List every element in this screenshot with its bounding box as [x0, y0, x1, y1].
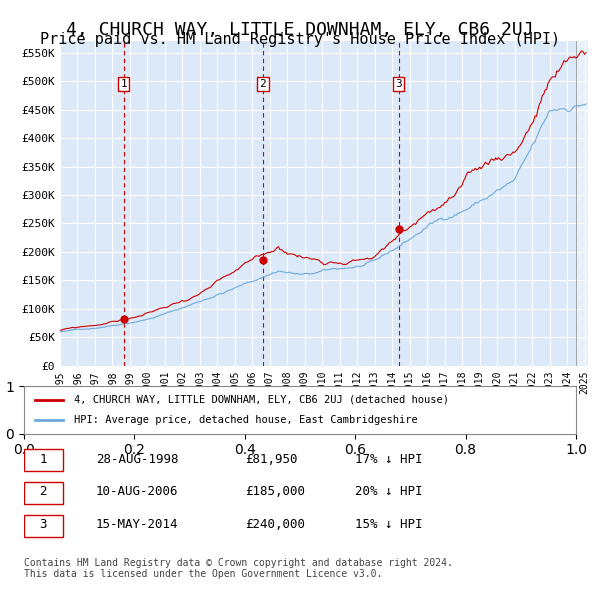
Text: 4, CHURCH WAY, LITTLE DOWNHAM, ELY, CB6 2UJ: 4, CHURCH WAY, LITTLE DOWNHAM, ELY, CB6 …: [66, 21, 534, 39]
Text: Price paid vs. HM Land Registry's House Price Index (HPI): Price paid vs. HM Land Registry's House …: [40, 32, 560, 47]
Bar: [576, 41, 588, 366]
Text: 15-MAY-2014: 15-MAY-2014: [96, 518, 178, 531]
Text: 1: 1: [121, 79, 127, 89]
FancyBboxPatch shape: [24, 482, 62, 504]
Text: 3: 3: [40, 518, 47, 531]
Text: 1: 1: [40, 453, 47, 466]
Text: 17% ↓ HPI: 17% ↓ HPI: [355, 453, 422, 466]
Text: Contains HM Land Registry data © Crown copyright and database right 2024.
This d: Contains HM Land Registry data © Crown c…: [24, 558, 453, 579]
Text: £240,000: £240,000: [245, 518, 305, 531]
Text: 2: 2: [260, 79, 266, 89]
FancyBboxPatch shape: [24, 515, 62, 537]
Text: 28-AUG-1998: 28-AUG-1998: [96, 453, 178, 466]
Text: 2: 2: [40, 486, 47, 499]
Text: £81,950: £81,950: [245, 453, 298, 466]
Text: £185,000: £185,000: [245, 486, 305, 499]
Text: 4, CHURCH WAY, LITTLE DOWNHAM, ELY, CB6 2UJ (detached house): 4, CHURCH WAY, LITTLE DOWNHAM, ELY, CB6 …: [74, 395, 449, 405]
Text: 15% ↓ HPI: 15% ↓ HPI: [355, 518, 422, 531]
Text: 3: 3: [395, 79, 402, 89]
Text: 20% ↓ HPI: 20% ↓ HPI: [355, 486, 422, 499]
FancyBboxPatch shape: [24, 450, 62, 471]
Text: HPI: Average price, detached house, East Cambridgeshire: HPI: Average price, detached house, East…: [74, 415, 418, 425]
Text: 10-AUG-2006: 10-AUG-2006: [96, 486, 178, 499]
